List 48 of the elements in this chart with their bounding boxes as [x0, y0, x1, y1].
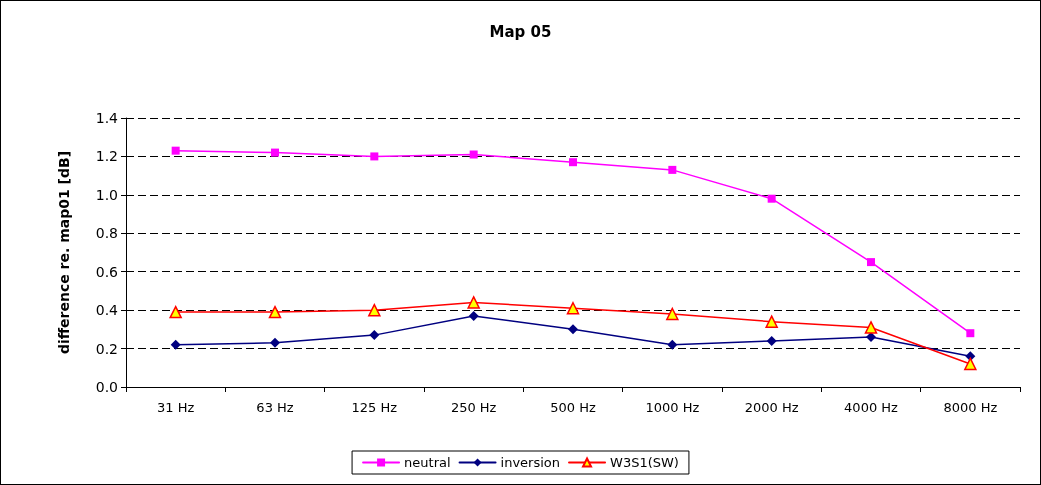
y-tick-label: 0.0 [95, 379, 118, 395]
x-tick-label: 125 Hz [351, 400, 398, 415]
point [666, 307, 679, 321]
x-tick-label: 500 Hz [550, 400, 596, 415]
point [867, 258, 875, 267]
point [569, 158, 577, 167]
chart-title: Map 05 [489, 22, 552, 41]
point [270, 337, 280, 348]
point [866, 332, 876, 343]
point [368, 303, 381, 317]
point [169, 305, 182, 319]
point [271, 148, 279, 157]
y-tick-label: 0.4 [95, 302, 119, 319]
point [370, 152, 379, 161]
point [668, 165, 677, 174]
y-axis-title: difference re. map01 [dB] [56, 150, 72, 355]
x-tick-label: 31 Hz [157, 400, 195, 415]
x-tick-label: 4000 Hz [844, 400, 899, 415]
x-tick-label: 1000 Hz [645, 400, 700, 415]
point [268, 305, 282, 319]
point [170, 339, 181, 350]
point [568, 324, 578, 335]
point [667, 339, 678, 350]
y-tick-label: 0.2 [95, 340, 118, 357]
point [766, 335, 777, 346]
y-tick-label: 1.0 [95, 186, 118, 203]
point [767, 194, 776, 203]
point [468, 310, 479, 321]
x-tick-label: 250 Hz [450, 400, 497, 415]
point [964, 357, 977, 371]
x-tick-label: 2000 Hz [744, 400, 799, 415]
point [966, 329, 975, 338]
x-tick-label: 8000 Hz [943, 400, 998, 415]
y-tick-label: 0.6 [95, 263, 119, 280]
x-tick-label: 63 Hz [256, 400, 294, 415]
y-tick-label: 0.8 [95, 225, 118, 242]
point [765, 315, 778, 328]
point [467, 296, 480, 309]
point [469, 150, 478, 159]
point [171, 146, 180, 155]
y-tick-label: 1.4 [95, 110, 119, 126]
legend-label: neutral [404, 455, 451, 470]
y-tick-label: 1.2 [95, 148, 118, 165]
legend-label: inversion [500, 455, 561, 470]
point [864, 321, 878, 334]
legend-label: W3S1(SW) [610, 455, 679, 470]
point [369, 330, 380, 341]
point [566, 301, 580, 315]
